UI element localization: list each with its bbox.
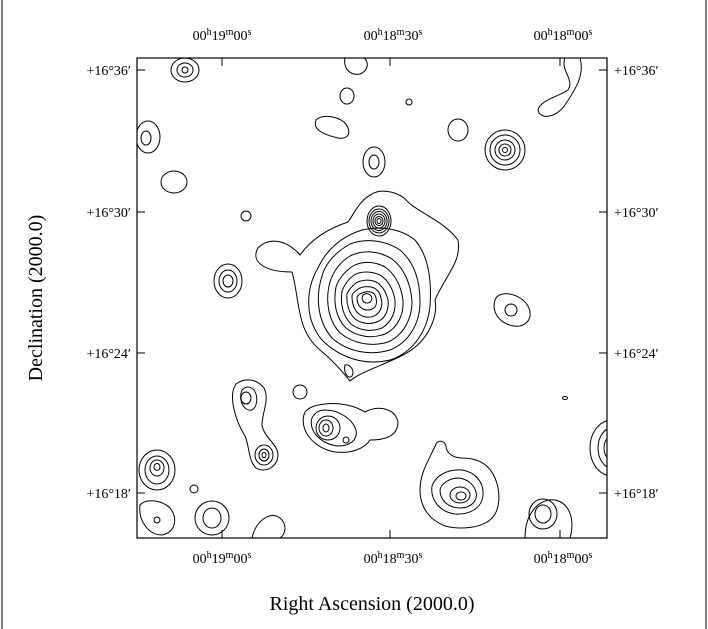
- dec-labels-left: +16°36′ +16°30′ +16°24′ +16°18′: [86, 64, 131, 502]
- ra-tick-label-bottom: 00h19m00s: [193, 550, 252, 567]
- ra-tick-label-top: 00h18m00s: [534, 27, 593, 44]
- dec-labels-right: +16°36′ +16°30′ +16°24′ +16°18′: [614, 64, 659, 502]
- ticks: [137, 58, 607, 538]
- right-sources: [493, 293, 607, 476]
- ra-tick-label-bottom: 00h18m00s: [534, 550, 593, 567]
- dec-tick-label-left: +16°24′: [86, 347, 131, 362]
- central-cluster-contours: [255, 190, 460, 382]
- dec-tick-label-right: +16°36′: [614, 64, 659, 79]
- ra-labels-top: 00h19m00s 00h18m30s 00h18m00s: [193, 27, 593, 44]
- dec-tick-label-right: +16°18′: [614, 487, 659, 502]
- dec-tick-label-right: +16°24′: [614, 347, 659, 362]
- lower-right-sources: [419, 440, 573, 538]
- plot-area: [136, 57, 608, 539]
- dec-tick-label-right: +16°30′: [614, 206, 659, 221]
- y-axis-title: Declination (2000.0): [25, 215, 47, 382]
- lower-left-sources: [138, 379, 399, 538]
- contour-map: [137, 58, 607, 538]
- x-axis-title: Right Ascension (2000.0): [270, 593, 475, 615]
- ra-tick-label-top: 00h19m00s: [193, 27, 252, 44]
- ra-labels-bottom: 00h19m00s 00h18m30s 00h18m00s: [193, 550, 593, 567]
- ra-tick-label-bottom: 00h18m30s: [364, 550, 423, 567]
- dec-tick-label-left: +16°18′: [86, 487, 131, 502]
- dec-tick-label-left: +16°36′: [86, 64, 131, 79]
- upper-sources: [314, 58, 582, 178]
- ra-tick-label-top: 00h18m30s: [364, 27, 423, 44]
- dec-tick-label-left: +16°30′: [86, 206, 131, 221]
- upper-left-sources: [137, 58, 252, 299]
